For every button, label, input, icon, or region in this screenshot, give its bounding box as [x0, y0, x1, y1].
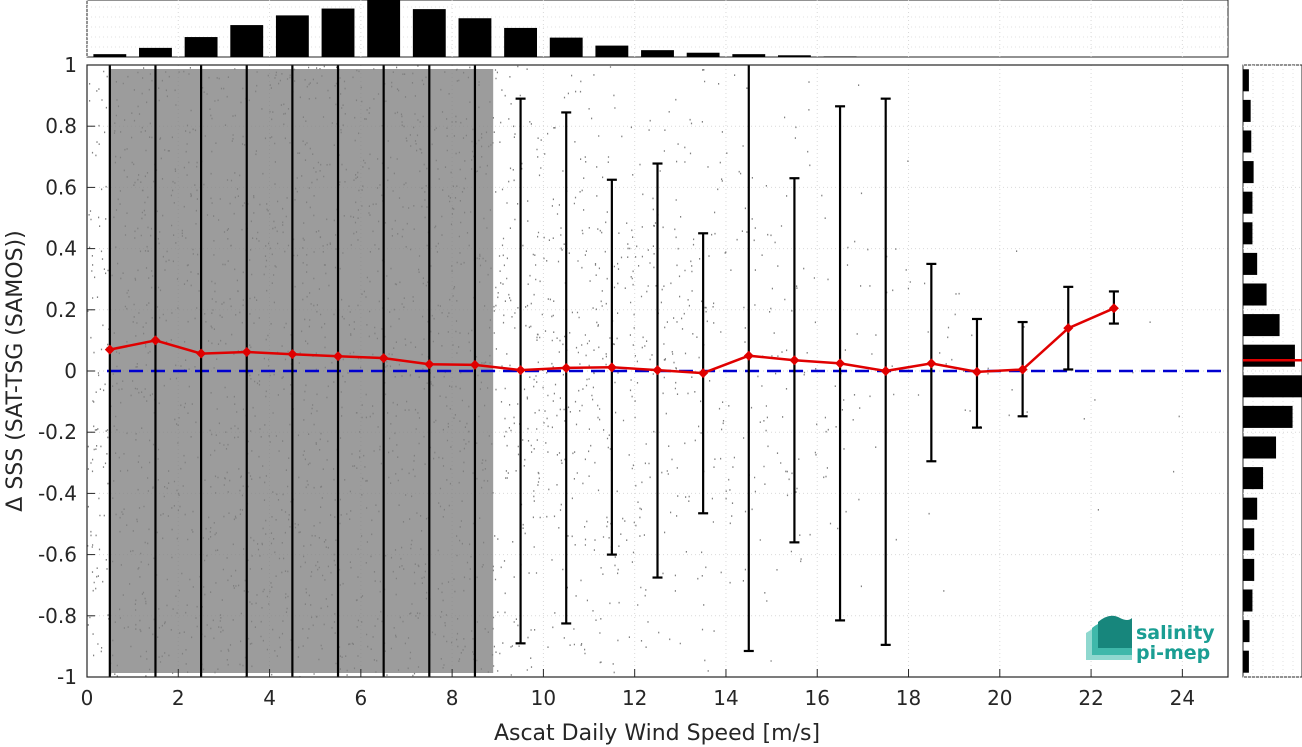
mean-point-14	[743, 350, 754, 361]
logo-wave-icon	[1086, 615, 1132, 660]
x-tick-label-2: 4	[263, 686, 276, 710]
y-tick-label-4: -0.2	[38, 420, 77, 444]
mean-point-22	[1108, 303, 1119, 314]
mean-point-5	[333, 351, 344, 362]
x-tick-label-6: 12	[622, 686, 647, 710]
x-tick-label-10: 20	[987, 686, 1012, 710]
x-hist-bar-10	[549, 37, 583, 57]
x-hist-bar-13	[686, 52, 720, 57]
mean-point-1	[150, 335, 161, 346]
y-hist-bar-2	[1243, 589, 1253, 612]
mean-point-18	[926, 358, 937, 369]
x-histogram	[86, 0, 1229, 58]
y-hist-bar-18	[1243, 99, 1251, 122]
y-hist-bar-13	[1243, 252, 1258, 275]
scatter-dense-region	[109, 69, 494, 673]
mean-point-3	[241, 347, 252, 358]
mean-point-12	[652, 365, 663, 376]
error-bar-14	[743, 65, 754, 653]
x-hist-bar-0	[93, 54, 127, 57]
y-tick-label-3: -0.4	[38, 481, 77, 505]
x-tick-label-0: 0	[81, 686, 94, 710]
y-tick-label-10: 1	[64, 53, 77, 77]
y-tick-label-2: -0.6	[38, 543, 77, 567]
y-hist-bar-1	[1243, 620, 1250, 643]
mean-point-20	[1017, 364, 1028, 375]
axis-ticks: 0 2 4 6 8 10 12 14 16 18 20 22 24-1-0.8-0.6-0.4-0.20…	[38, 53, 1195, 710]
y-hist-bar-5	[1243, 497, 1258, 520]
x-hist-bar-2	[184, 37, 218, 57]
y-hist-bar-6	[1243, 467, 1264, 490]
x-hist-bar-5	[321, 8, 355, 58]
salinity-pi-mep-logo: salinity pi-mep	[1086, 615, 1215, 664]
mean-point-2	[196, 348, 207, 359]
x-hist-bar-11	[595, 45, 629, 57]
x-tick-label-3: 6	[354, 686, 367, 710]
mean-point-9	[515, 365, 526, 376]
y-tick-label-8: 0.6	[45, 175, 77, 199]
x-tick-label-1: 2	[172, 686, 185, 710]
y-hist-bar-3	[1243, 558, 1255, 581]
y-histogram	[1242, 64, 1302, 678]
x-hist-bar-1	[139, 47, 172, 57]
x-hist-bar-8	[458, 18, 492, 58]
x-hist-bar-7	[412, 9, 446, 58]
y-hist-bar-9	[1243, 375, 1302, 398]
x-tick-label-4: 8	[446, 686, 459, 710]
x-axis-label: Ascat Daily Wind Speed [m/s]	[494, 721, 820, 746]
y-tick-label-9: 0.8	[45, 114, 77, 138]
x-hist-bar-9	[504, 27, 538, 57]
x-tick-label-5: 10	[531, 686, 556, 710]
mean-point-13	[698, 368, 709, 379]
mean-point-11	[606, 362, 617, 373]
y-hist-bar-15	[1243, 191, 1253, 214]
y-hist-bar-8	[1243, 405, 1293, 428]
mean-point-0	[104, 344, 115, 355]
y-tick-label-6: 0.2	[45, 298, 77, 322]
logo-line2: pi-mep	[1136, 642, 1210, 664]
x-tick-label-8: 16	[805, 686, 830, 710]
logo-line1: salinity	[1136, 622, 1215, 644]
y-tick-label-0: -1	[57, 665, 77, 689]
y-hist-bar-7	[1243, 436, 1277, 459]
mean-point-10	[561, 362, 572, 373]
x-hist-bar-6	[367, 0, 401, 57]
x-tick-label-7: 14	[713, 686, 738, 710]
mean-point-4	[287, 349, 298, 360]
x-hist-bar-3	[230, 25, 264, 57]
y-tick-label-5: 0	[64, 359, 77, 383]
x-hist-bar-15	[777, 55, 811, 57]
mean-point-19	[971, 366, 982, 377]
mean-point-8	[469, 359, 480, 370]
x-hist-bar-14	[732, 54, 766, 57]
x-tick-label-9: 18	[896, 686, 921, 710]
y-hist-bar-11	[1243, 314, 1280, 337]
x-hist-bar-4	[275, 15, 309, 58]
y-hist-bar-10	[1243, 344, 1295, 367]
y-tick-label-1: -0.8	[38, 604, 77, 628]
x-tick-label-11: 22	[1078, 686, 1103, 710]
mean-point-21	[1063, 323, 1074, 334]
x-tick-label-12: 24	[1170, 686, 1195, 710]
x-hist-bar-12	[641, 50, 674, 57]
mean-point-15	[789, 355, 800, 366]
y-hist-bar-0	[1243, 650, 1249, 673]
y-hist-bar-16	[1243, 161, 1254, 184]
mean-point-17	[880, 366, 891, 376]
y-hist-bar-17	[1243, 130, 1252, 153]
mean-point-16	[835, 358, 846, 369]
x-hist-bar-16	[823, 56, 857, 57]
y-hist-bar-19	[1243, 69, 1249, 92]
mean-series	[104, 303, 1119, 379]
y-hist-bar-14	[1243, 222, 1253, 245]
y-tick-label-7: 0.4	[45, 237, 77, 261]
mean-point-7	[424, 359, 435, 370]
mean-point-6	[378, 353, 389, 364]
y-hist-bar-12	[1243, 283, 1267, 306]
main-plot: 0 2 4 6 8 10 12 14 16 18 20 22 24-1-0.8-0.6-0.4-0.20…	[38, 53, 1229, 710]
y-axis-label: Δ SSS (SAT-TSG (SAMOS))	[3, 230, 28, 511]
y-hist-bar-4	[1243, 528, 1255, 551]
